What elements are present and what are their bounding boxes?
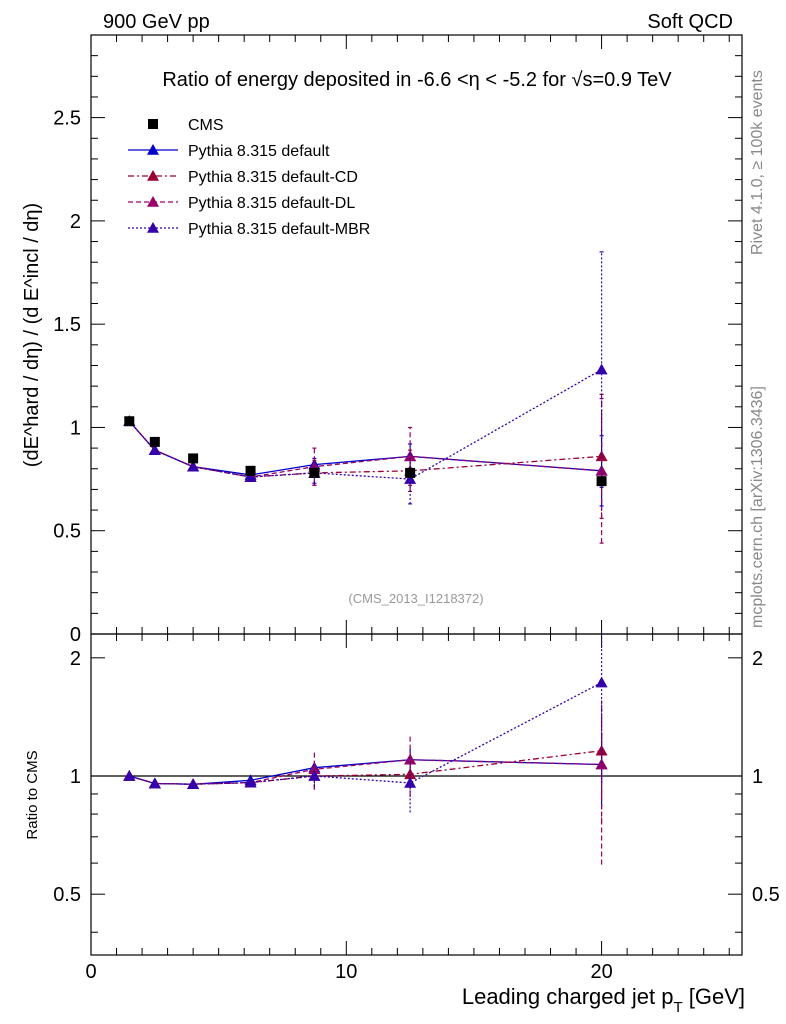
series-line (128, 420, 602, 478)
chart-title: Ratio of energy deposited in -6.6 <η < -… (162, 69, 672, 91)
ratio-series-marker (308, 770, 321, 781)
legend-marker (147, 170, 159, 181)
data-point (188, 453, 199, 464)
main-plot-series (123, 251, 608, 544)
legend-marker (147, 144, 159, 155)
header-right: Soft QCD (647, 11, 733, 33)
legend-marker (147, 196, 159, 207)
y-tick-label: 1.5 (53, 314, 81, 336)
y-axis-label: (dE^hard / dη) / (d E^incl / dη) (21, 203, 43, 467)
y-tick-label: 2 (70, 211, 81, 233)
ratio-series-marker (308, 763, 321, 775)
x-axis-label-sub: T (673, 999, 682, 1016)
series-line (128, 420, 602, 476)
legend-entry-3: Pythia 8.315 default-DL (128, 195, 355, 212)
ratio-tick-label: 0.5 (53, 884, 81, 906)
legend-entry-cms: CMS (148, 117, 224, 134)
ratio-series-marker (187, 778, 200, 790)
y-tick-label: 2.5 (53, 108, 81, 130)
ratio-tick-label-right: 0.5 (752, 884, 780, 906)
legend-label: CMS (188, 117, 224, 134)
series-marker (148, 444, 161, 455)
legend-marker (148, 119, 158, 129)
series-marker (187, 460, 200, 472)
x-axis-label-main: Leading charged jet p (462, 984, 674, 1009)
ratio-plot-frame (90, 633, 743, 956)
ratio-series-2 (123, 699, 608, 824)
ratio-series-marker (148, 777, 161, 789)
legend-entry-1: Pythia 8.315 default (128, 143, 330, 160)
data-point (309, 467, 320, 478)
data-point (596, 476, 607, 487)
data-point (245, 465, 256, 476)
y-tick-label: 0.5 (53, 521, 81, 543)
series-marker (244, 471, 257, 482)
x-tick-label: 20 (590, 961, 612, 983)
ratio-series-marker (404, 768, 417, 780)
ratio-series-line (129, 681, 602, 785)
ratio-tick-label-right: 1 (752, 766, 763, 788)
ratio-series-line (129, 759, 602, 785)
data-series-cms (124, 416, 607, 487)
ratio-tick-label: 2 (70, 648, 81, 670)
series-marker (404, 473, 417, 484)
legend-entry-4: Pythia 8.315 default-MBR (128, 221, 370, 238)
ratio-plot-series (123, 634, 608, 865)
ratio-series-4 (123, 634, 608, 813)
legend-label: Pythia 8.315 default (188, 143, 330, 160)
series-line (128, 369, 602, 480)
ratio-tick-label-right: 2 (752, 648, 763, 670)
ratio-series-marker (595, 758, 608, 770)
series-line (128, 420, 602, 478)
data-point (405, 467, 416, 478)
legend: CMS Pythia 8.315 default Pythia 8.315 defa… (128, 117, 370, 238)
rivet-info: Rivet 4.1.0, ≥ 100k events (749, 70, 766, 255)
ratio-series-marker (404, 776, 417, 788)
data-point (149, 436, 160, 447)
ratio-series-marker (595, 676, 608, 688)
x-axis-label-unit: [GeV] (683, 984, 745, 1009)
legend-entry-2: Pythia 8.315 default-CD (128, 169, 358, 186)
legend-label: Pythia 8.315 default-DL (188, 195, 355, 212)
x-tick-label: 0 (85, 961, 96, 983)
ratio-series-1 (123, 731, 608, 807)
x-tick-label: 10 (335, 961, 357, 983)
ratio-tick-label: 1 (70, 766, 81, 788)
legend-label: Pythia 8.315 default-MBR (188, 221, 370, 238)
axes: 0 10 20 0 0.5 1 1.5 2 2.5 0.5 0.5 1 1 2 2 (53, 35, 780, 983)
ratio-series-marker (244, 776, 257, 788)
ratio-series-marker (123, 770, 136, 781)
data-point (124, 416, 135, 427)
legend-label: Pythia 8.315 default-CD (188, 169, 358, 186)
mcplots-info: mcplots.cern.ch [arXiv:1306.3436] (749, 386, 766, 628)
analysis-watermark: (CMS_2013_I1218372) (348, 591, 483, 606)
header-left: 900 GeV pp (103, 11, 210, 33)
y-tick-label: 1 (70, 417, 81, 439)
x-axis-label: Leading charged jet pT [GeV] (462, 984, 745, 1016)
series-marker (595, 450, 608, 462)
legend-marker (147, 222, 159, 233)
ratio-y-axis-label: Ratio to CMS (24, 750, 41, 839)
series-marker (595, 363, 608, 375)
y-tick-label: 0 (70, 624, 81, 646)
